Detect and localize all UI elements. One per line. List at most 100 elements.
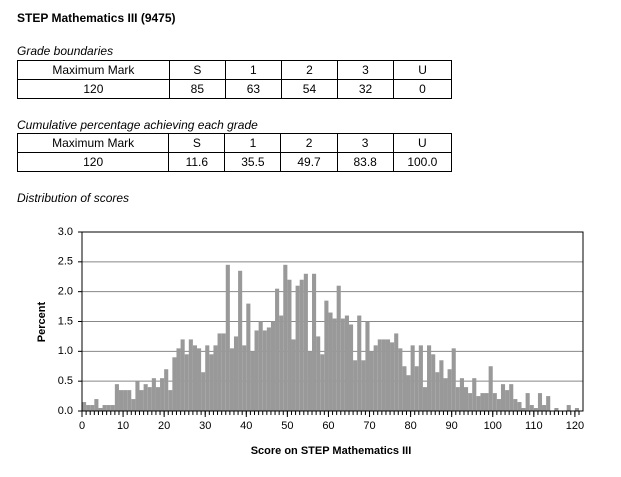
bar [459,378,464,411]
header-row: Maximum Mark S 1 2 3 U [16,133,453,153]
bar [542,405,547,411]
x-axis-label: Score on STEP Mathematics III [251,445,412,457]
x-tick-label: 0 [79,420,85,432]
y-tick-label: 0.0 [58,405,73,417]
cumulative-table: Maximum Mark S 1 2 3 U 120 11.6 35.5 49.7 83.8 100.… [16,133,453,172]
x-tick-label: 120 [566,420,584,432]
bar [496,399,501,411]
bar [217,333,222,411]
plot-frame [81,231,584,412]
bar [209,354,214,411]
bar [406,375,411,411]
bar [270,321,276,411]
bar [365,321,370,411]
bar [197,348,202,411]
bar [135,381,140,411]
bar [229,348,234,411]
bar [418,345,423,411]
bar [488,366,493,411]
bar [102,405,107,411]
cell: 120 [17,79,170,99]
bar [566,405,571,411]
bar [180,339,185,411]
bar [303,273,308,411]
bar [114,384,119,411]
table-caption: Grade boundaries [17,44,114,58]
bar [455,387,460,411]
bar [90,405,95,411]
bar [344,315,349,411]
cell: 11.6 [168,152,226,172]
bar [505,390,510,411]
bar [307,351,313,411]
bar [340,318,345,411]
bar [299,279,304,411]
bar [546,396,551,411]
bar [427,345,432,411]
bar [328,312,333,411]
bar [118,390,124,411]
bar [574,408,579,411]
bar [377,339,382,411]
bar [266,327,271,411]
bar [221,333,226,411]
bar [82,402,87,411]
bar [472,378,477,411]
bar [554,408,559,411]
bar [320,354,325,411]
doc-title: STEP Mathematics III (9475) [17,11,176,25]
x-tick-label: 70 [363,420,375,432]
bar [86,405,91,411]
bar [254,330,259,411]
bar [238,270,243,411]
bar [155,387,161,411]
bar [373,345,378,411]
bar [279,315,284,411]
x-tick-label: 110 [525,420,543,432]
y-tick-label: 1.5 [58,315,73,327]
y-tick-label: 1.0 [58,345,73,357]
y-tick-label: 3.0 [58,226,73,238]
bar [192,345,198,411]
x-tick-label: 20 [158,420,170,432]
bar [422,387,428,411]
bar [509,384,514,411]
grade-table: Maximum Mark S 1 2 3 U 120 85 63 54 32 0 [17,60,452,99]
bar [131,399,136,411]
bar [287,279,292,411]
bar [283,264,288,411]
bar [402,366,407,411]
y-tick-label: 2.5 [58,256,73,268]
bar [357,315,362,411]
bar [513,399,518,411]
bar [525,393,530,411]
cell: 100.0 [392,152,453,172]
bar [205,345,210,411]
bar [385,339,391,411]
bar [250,351,255,411]
header-row: Maximum Mark S 1 2 3 U [17,60,452,80]
bar [184,354,189,411]
y-tick-label: 2.0 [58,286,73,298]
bar [110,405,115,411]
bar [164,369,169,411]
bar [139,390,144,411]
bar [431,354,436,411]
bar [94,399,99,411]
bar [233,336,239,411]
bar [123,390,128,411]
bar [213,345,218,411]
bar [348,324,354,411]
bar [537,393,543,411]
bar [468,393,473,411]
x-tick-label: 10 [117,420,129,432]
bar [275,288,280,411]
x-tick-label: 30 [199,420,211,432]
bar [439,360,444,411]
bar [500,384,506,411]
bar [463,387,469,411]
bar [529,405,534,411]
row: 120 11.6 35.5 49.7 83.8 100.0 [16,152,453,172]
bar [332,318,337,411]
